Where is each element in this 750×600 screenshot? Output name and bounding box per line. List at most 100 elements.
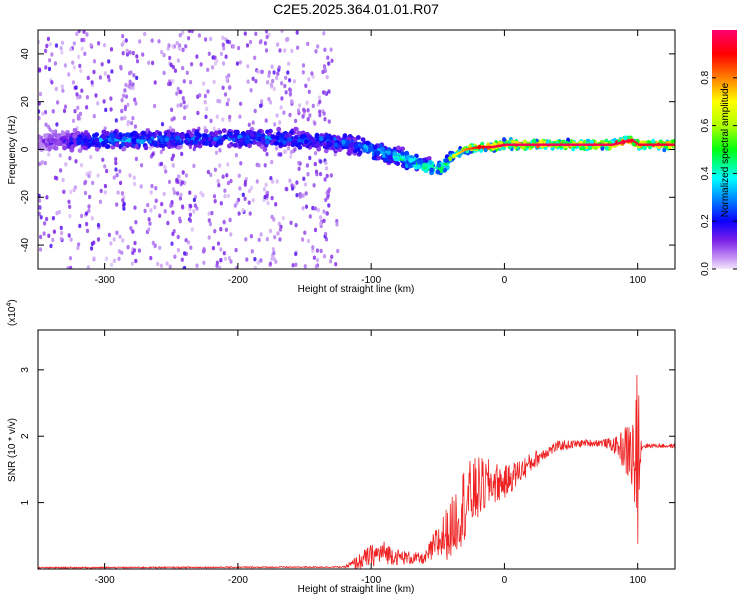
- spectrogram-speckle: [330, 58, 334, 63]
- spectrogram-ridge-cell: [372, 144, 378, 150]
- spectrogram-speckle: [318, 109, 322, 114]
- spectrogram-speckle: [38, 198, 42, 203]
- spectrogram-speckle: [134, 101, 138, 106]
- spectrogram-speckle: [336, 248, 340, 254]
- spectrogram-ridge-cell: [405, 154, 411, 160]
- spectrogram-ridge-cell: [147, 139, 153, 145]
- spectrogram-speckle: [47, 152, 51, 157]
- spectrogram-speckle: [275, 75, 279, 81]
- spectrogram-speckle: [221, 35, 225, 40]
- snr-x-tick-label: -300: [95, 575, 115, 586]
- spectrogram-ridge-cell: [129, 132, 135, 137]
- spectrogram-speckle: [334, 262, 338, 267]
- spectrogram-ridge-cell: [416, 164, 422, 170]
- spectrogram-ridge-cell: [209, 131, 215, 137]
- spectrogram-ridge-cell: [121, 146, 126, 152]
- spectrogram-speckle: [163, 164, 167, 170]
- spectrogram-speckle: [298, 103, 302, 108]
- spectrogram-speckle: [271, 179, 275, 184]
- spectrogram-speckle: [193, 203, 197, 208]
- spectrogram-ridge-cell: [115, 134, 120, 140]
- spectrogram-x-tick-label: -200: [228, 275, 248, 286]
- spectrogram-speckle: [180, 180, 184, 185]
- spectrogram-ridge-core: [559, 143, 563, 146]
- spectrogram-speckle: [311, 245, 315, 250]
- spectrogram-ridge-cell: [180, 134, 186, 140]
- spectrogram-ridge-cell: [38, 138, 41, 144]
- colorbar-tick-label: 0.0: [700, 262, 711, 276]
- spectrogram-speckle: [50, 52, 54, 57]
- spectrogram-ridge-cell: [341, 139, 346, 145]
- spectrogram-speckle: [180, 151, 184, 157]
- spectrogram-ridge-core: [653, 143, 657, 146]
- spectrogram-ridge-core: [493, 145, 497, 148]
- spectrogram-ridge-cell: [427, 160, 433, 165]
- spectrogram-ridge-cell: [284, 133, 289, 139]
- spectrogram-speckle: [176, 58, 180, 63]
- spectrogram-speckle: [176, 234, 180, 240]
- spectrogram-speckle: [43, 221, 47, 226]
- spectrogram-speckle: [319, 248, 323, 254]
- spectrogram-speckle: [115, 230, 119, 235]
- spectrogram-speckle: [38, 91, 43, 97]
- spectrogram-speckle: [305, 100, 309, 105]
- spectrogram-speckle: [206, 169, 210, 175]
- spectrogram-speckle: [170, 107, 174, 113]
- spectrogram-speckle: [276, 71, 280, 76]
- spectrogram-speckle: [195, 263, 199, 268]
- spectrogram-speckle: [295, 193, 299, 198]
- spectrogram-speckle: [179, 192, 183, 198]
- spectrogram-speckle: [44, 48, 48, 54]
- spectrogram-speckle: [216, 178, 220, 184]
- spectrogram-ridge-cell: [221, 128, 227, 134]
- spectrogram-speckle: [301, 193, 305, 198]
- spectrogram-ridge-cell: [202, 133, 208, 139]
- spectrogram-speckle: [149, 255, 153, 261]
- spectrogram-speckle: [272, 70, 276, 75]
- spectrogram-speckle: [284, 90, 288, 95]
- spectrogram-speckle: [216, 241, 221, 246]
- spectrogram-speckle: [283, 83, 287, 89]
- spectrogram-ridge-cell: [363, 144, 368, 149]
- spectrogram-speckle: [324, 197, 328, 203]
- spectrogram-speckle: [219, 227, 223, 232]
- spectrogram-ridge-cell: [400, 154, 406, 160]
- spectrogram-speckle: [103, 183, 107, 189]
- spectrogram-speckle: [291, 186, 295, 191]
- spectrogram-speckle: [128, 50, 132, 55]
- spectrogram-speckle: [173, 68, 177, 73]
- spectrogram-ridge-cell: [47, 145, 53, 151]
- spectrogram-ridge-core: [595, 143, 599, 146]
- spectrogram-speckle: [147, 60, 151, 65]
- spectrogram-speckle: [204, 114, 208, 120]
- spectrogram-speckle: [185, 70, 189, 76]
- spectrogram-ridge-core: [463, 148, 467, 152]
- spectrogram-speckle: [178, 219, 182, 224]
- spectrogram-speckle: [110, 262, 114, 267]
- spectrogram-ridge-core: [577, 143, 581, 146]
- spectrogram-speckle: [115, 173, 119, 178]
- spectrogram-ridge-core: [451, 155, 455, 158]
- spectrogram-speckle: [138, 39, 142, 44]
- spectrogram-ridge-cell: [84, 141, 90, 147]
- spectrogram-speckle: [77, 54, 81, 60]
- spectrogram-speckle: [267, 73, 271, 78]
- spectrogram-ridge-cell: [278, 142, 284, 148]
- spectrogram-speckle: [38, 161, 42, 167]
- spectrogram-ridge-cell: [318, 136, 324, 142]
- spectrogram-speckle: [60, 230, 64, 236]
- spectrogram-speckle: [133, 181, 137, 187]
- spectrogram-speckle: [73, 109, 77, 114]
- spectrogram-ridge-cell: [50, 137, 56, 143]
- spectrogram-speckle: [182, 79, 186, 84]
- spectrogram-speckle: [308, 113, 312, 118]
- spectrogram-ridge-cell: [315, 142, 321, 148]
- spectrogram-ridge-cell: [648, 144, 653, 150]
- spectrogram-speckle: [48, 58, 52, 63]
- spectrogram-speckle: [54, 86, 58, 92]
- spectrogram-speckle: [290, 48, 294, 54]
- spectrogram-speckle: [259, 232, 263, 237]
- spectrogram-speckle: [329, 173, 333, 178]
